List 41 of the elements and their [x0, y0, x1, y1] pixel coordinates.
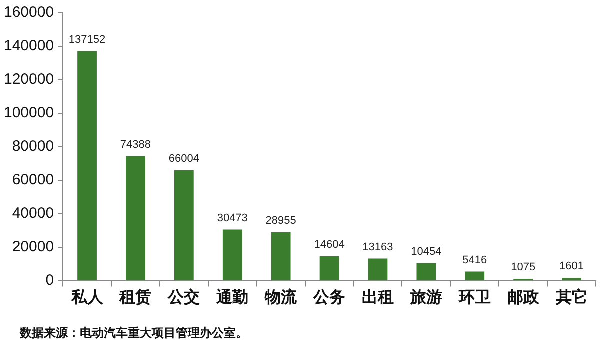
data-label: 28955 [266, 214, 296, 227]
x-tick-label: 公交 [167, 288, 200, 307]
source-note: 数据来源：电动汽车重大项目管理办公室。 [19, 326, 248, 340]
bar [320, 256, 340, 280]
y-tick-label: 100000 [4, 104, 54, 122]
bar [368, 258, 388, 280]
data-label: 10454 [411, 246, 442, 258]
x-tick-label: 邮政 [507, 288, 540, 307]
bar [126, 156, 146, 280]
x-tick-label: 其它 [554, 288, 588, 307]
y-tick-label: 60000 [12, 172, 54, 189]
y-tick-label: 20000 [12, 238, 54, 256]
data-label: 13163 [362, 241, 394, 254]
data-label: 1601 [560, 260, 584, 273]
bar [78, 51, 97, 280]
bar [271, 232, 291, 280]
data-label: 1075 [511, 262, 536, 274]
data-label: 5416 [462, 254, 488, 266]
y-tick-label: 160000 [4, 4, 54, 22]
bar [416, 263, 436, 280]
data-label: 66004 [168, 152, 200, 165]
data-label: 30473 [217, 212, 248, 224]
x-tick-label: 环卫 [458, 288, 491, 307]
x-tick-label: 公务 [312, 288, 346, 307]
bar [174, 170, 194, 280]
x-tick-label: 出租 [362, 288, 394, 307]
data-label: 137152 [68, 34, 106, 46]
data-label: 74388 [120, 138, 152, 151]
y-tick-label: 0 [46, 272, 54, 289]
y-tick-label: 80000 [12, 138, 54, 156]
x-tick-label: 租赁 [118, 288, 152, 307]
y-tick-label: 140000 [4, 38, 54, 55]
x-tick-label: 通勤 [216, 288, 249, 307]
data-label: 14604 [314, 238, 345, 251]
x-tick-label: 物流 [264, 288, 298, 307]
x-tick-label: 私人 [70, 288, 104, 307]
y-tick-label: 120000 [4, 71, 54, 88]
y-tick-label: 40000 [12, 204, 54, 222]
x-tick-label: 旅游 [409, 288, 442, 307]
bar [222, 230, 242, 280]
bar [465, 272, 485, 280]
